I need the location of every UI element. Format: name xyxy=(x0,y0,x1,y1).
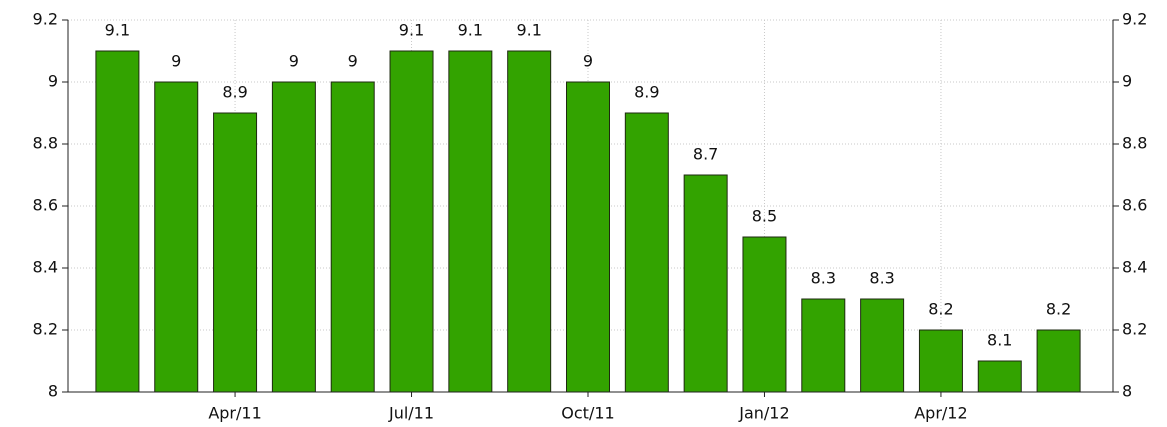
y-tick-label: 8.4 xyxy=(33,258,58,277)
y-tick-label: 8 xyxy=(48,382,58,401)
value-label: 8.2 xyxy=(1046,300,1071,319)
value-label: 9.1 xyxy=(516,21,541,40)
value-label: 8.1 xyxy=(987,331,1012,350)
bar xyxy=(1036,329,1081,393)
bar xyxy=(507,50,552,393)
bar xyxy=(389,50,434,393)
bar xyxy=(683,174,728,393)
x-tick-label: Jan/12 xyxy=(738,404,789,423)
x-tick-label: Apr/11 xyxy=(208,404,261,423)
y2-tick-label: 8.4 xyxy=(1122,258,1147,277)
value-label: 8.3 xyxy=(869,269,894,288)
y2-tick-label: 8.6 xyxy=(1122,196,1147,215)
bar xyxy=(95,50,140,393)
y2-tick-label: 9 xyxy=(1122,72,1132,91)
y-tick-label: 9 xyxy=(48,72,58,91)
bar xyxy=(742,236,787,393)
value-label: 9.1 xyxy=(105,21,130,40)
x-tick-label: Apr/12 xyxy=(914,404,967,423)
value-label: 9.1 xyxy=(458,21,483,40)
bar xyxy=(213,112,258,393)
y2-tick-label: 8 xyxy=(1122,382,1132,401)
bar xyxy=(624,112,669,393)
bar xyxy=(801,298,846,393)
y-tick-label: 9.2 xyxy=(33,10,58,29)
value-label: 9 xyxy=(171,52,181,71)
x-tick-label: Jul/11 xyxy=(388,404,434,423)
bar xyxy=(918,329,963,393)
bar xyxy=(154,81,199,393)
value-label: 8.5 xyxy=(752,207,777,226)
value-label: 8.9 xyxy=(222,83,247,102)
bar xyxy=(271,81,316,393)
x-tick-label: Oct/11 xyxy=(561,404,614,423)
y2-tick-label: 8.8 xyxy=(1122,134,1147,153)
bar xyxy=(977,360,1022,393)
value-label: 9 xyxy=(583,52,593,71)
value-label: 8.2 xyxy=(928,300,953,319)
value-label: 8.9 xyxy=(634,83,659,102)
y2-tick-label: 9.2 xyxy=(1122,10,1147,29)
bar xyxy=(330,81,375,393)
y-tick-label: 8.2 xyxy=(33,320,58,339)
bar xyxy=(860,298,905,393)
value-label: 9 xyxy=(348,52,358,71)
y-tick-label: 8.6 xyxy=(33,196,58,215)
value-label: 8.3 xyxy=(811,269,836,288)
y-tick-label: 8.8 xyxy=(33,134,58,153)
value-label: 9 xyxy=(289,52,299,71)
bar xyxy=(448,50,493,393)
value-label: 9.1 xyxy=(399,21,424,40)
value-label: 8.7 xyxy=(693,145,718,164)
y2-tick-label: 8.2 xyxy=(1122,320,1147,339)
bar xyxy=(566,81,610,393)
